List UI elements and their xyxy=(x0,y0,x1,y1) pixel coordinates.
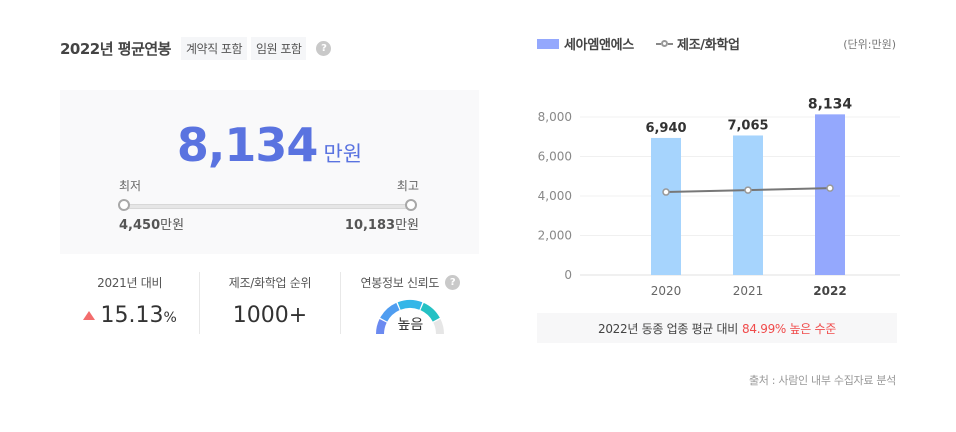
min-salary: 4,450만원 xyxy=(119,214,184,233)
data-source: 출처 : 사람인 내부 수집자료 분석 xyxy=(748,374,896,387)
page-title: 2022년 평균연봉 xyxy=(60,39,171,58)
salary-header: 2022년 평균연봉 계약직 포함 임원 포함 ? xyxy=(60,36,332,60)
average-salary-value: 8,134 xyxy=(176,118,319,172)
max-salary: 10,183만원 xyxy=(345,214,419,233)
industry-point[interactable] xyxy=(662,188,670,196)
line-marker-icon xyxy=(655,40,673,47)
stat-reliability: 연봉정보 신뢰도 ? 높음 xyxy=(339,272,480,334)
reliability-value: 높음 xyxy=(397,317,424,333)
y-tick-label: 8,000 xyxy=(538,110,572,124)
comparison-text: 2022년 동종 업종 평균 대비 xyxy=(597,321,739,336)
tag-contract-included: 계약직 포함 xyxy=(180,36,247,60)
y-tick-label: 4,000 xyxy=(538,189,572,203)
industry-comparison: 2022년 동종 업종 평균 대비 84.99% 높은 수준 xyxy=(537,313,897,343)
max-marker xyxy=(405,199,417,211)
x-tick-label: 2021 xyxy=(733,284,764,298)
bar-2020[interactable] xyxy=(651,137,681,275)
min-marker xyxy=(118,199,130,211)
comparison-highlight: 84.99% 높은 수준 xyxy=(742,321,836,336)
question-circle-icon[interactable]: ? xyxy=(445,275,461,290)
salary-chart: 0 2,000 4,000 6,000 8,000 6,940 2020 7,065 2021 8… xyxy=(530,90,900,305)
salary-stats: 2021년 대비 15.13% 제조/화학업 순위 1000+ 연봉정보 신뢰도… xyxy=(60,272,480,334)
industry-point[interactable] xyxy=(744,186,752,194)
stat-value: 1000+ xyxy=(232,303,308,328)
reliability-label: 연봉정보 신뢰도 xyxy=(360,276,440,290)
stat-industry-rank: 제조/화학업 순위 1000+ xyxy=(199,272,339,334)
stat-value: 15.13% xyxy=(60,303,199,328)
company-legend-swatch xyxy=(537,38,559,49)
average-salary-unit: 만원 xyxy=(323,142,363,166)
min-salary-value: 4,450 xyxy=(119,218,161,233)
salary-chart-svg: 0 2,000 4,000 6,000 8,000 6,940 2020 7,065 2021 8… xyxy=(538,96,900,298)
y-tick-label: 0 xyxy=(564,268,572,282)
yoy-value: 15.13 xyxy=(100,303,164,328)
tag-executive-included: 임원 포함 xyxy=(251,36,307,60)
stat-yoy-change: 2021년 대비 15.13% xyxy=(60,272,199,334)
max-label: 최고 xyxy=(396,179,419,193)
min-salary-unit: 만원 xyxy=(160,218,185,233)
bar-value-label: 7,065 xyxy=(727,118,768,133)
reliability-gauge xyxy=(376,300,445,334)
average-salary-summary: 8,134 만원 최저 최고 4,450만원 10,183만원 xyxy=(60,90,479,254)
unit-note: (단위:만원) xyxy=(843,38,896,51)
up-arrow-icon xyxy=(82,311,95,320)
question-circle-icon[interactable]: ? xyxy=(316,40,332,56)
max-salary-value: 10,183 xyxy=(344,218,396,233)
bar-value-label: 6,940 xyxy=(645,121,686,136)
salary-range-bar xyxy=(124,204,411,209)
y-tick-label: 2,000 xyxy=(538,229,572,243)
industry-point[interactable] xyxy=(826,184,834,192)
stat-label: 2021년 대비 xyxy=(97,276,163,290)
percent-sign: % xyxy=(163,310,177,326)
company-legend-label: 세아엠앤에스 xyxy=(564,38,634,53)
average-salary: 8,134 만원 xyxy=(60,118,479,172)
min-label: 최저 xyxy=(119,179,142,193)
bar-2022[interactable] xyxy=(815,114,845,275)
bar-value-label: 8,134 xyxy=(808,96,853,112)
x-tick-label: 2022 xyxy=(813,284,846,298)
y-tick-label: 6,000 xyxy=(538,150,572,164)
stat-label: 제조/화학업 순위 xyxy=(228,276,312,290)
industry-legend-label: 제조/화학업 xyxy=(676,38,740,53)
max-salary-unit: 만원 xyxy=(395,218,419,233)
stat-label: 연봉정보 신뢰도 ? xyxy=(341,274,480,291)
chart-legend: 세아엠앤에스 제조/화학업 xyxy=(537,34,740,53)
x-tick-label: 2020 xyxy=(651,284,682,298)
bar-2021[interactable] xyxy=(733,135,763,275)
